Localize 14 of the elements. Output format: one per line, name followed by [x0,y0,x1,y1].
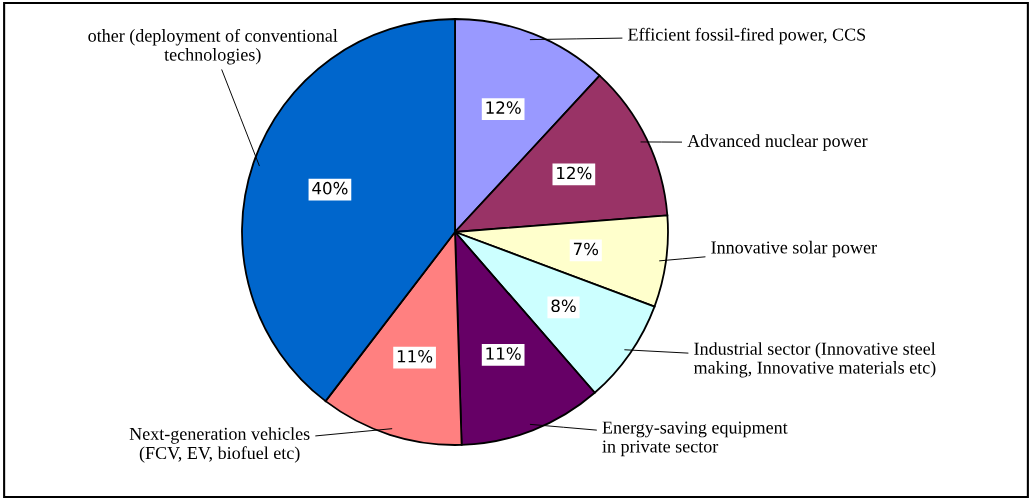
data-label: 11% [397,349,433,363]
slice-label: Efficient fossil-fired power, CCS [628,27,866,45]
data-label: 8% [551,299,576,313]
slice-label: Energy-saving equipment in private sector [602,421,788,457]
data-label: 7% [573,242,599,256]
slice-label: other (deployment of conventional technologies) [88,28,338,65]
data-label: 11% [486,347,521,360]
slice-label: Advanced nuclear power [687,134,868,151]
slice-label: Industrial sector (Innovative steel making, Innovative materials etc) [693,342,936,378]
slice-label: Next-generation vehicles (FCV, EV, biofuel etc) [129,427,310,463]
slice-label: Innovative solar power [711,240,877,258]
data-label: 40% [312,181,348,195]
data-label: 12% [486,101,521,114]
data-label: 12% [557,166,592,180]
